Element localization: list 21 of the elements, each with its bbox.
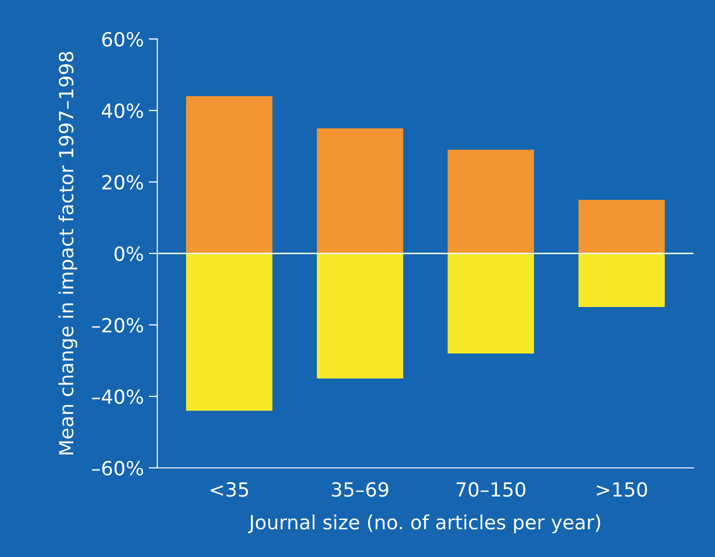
x-tick-label: 70–150 <box>456 482 526 497</box>
y-tick-label: 0% <box>114 246 144 262</box>
bar <box>448 253 534 354</box>
y-tick-label: –20% <box>92 318 144 333</box>
y-tick-label: –60% <box>92 460 144 476</box>
bar <box>316 128 404 254</box>
y-tick-label: 40% <box>102 103 144 118</box>
bar <box>186 253 272 411</box>
y-axis-title: Mean change in impact factor 1997–1998 <box>58 52 78 454</box>
y-tick-label: 20% <box>102 174 144 190</box>
y-tick-label: 60% <box>102 32 144 47</box>
x-tick-label: >150 <box>596 482 648 497</box>
bar <box>316 253 404 379</box>
x-tick-label: 35–69 <box>332 482 388 497</box>
bar <box>448 150 534 254</box>
bar <box>186 96 272 254</box>
bar <box>578 200 665 254</box>
x-tick-label: <35 <box>210 482 248 497</box>
bar <box>578 253 665 308</box>
x-axis-title: Journal size (no. of articles per year) <box>248 514 600 534</box>
y-tick-label: –40% <box>92 389 144 404</box>
